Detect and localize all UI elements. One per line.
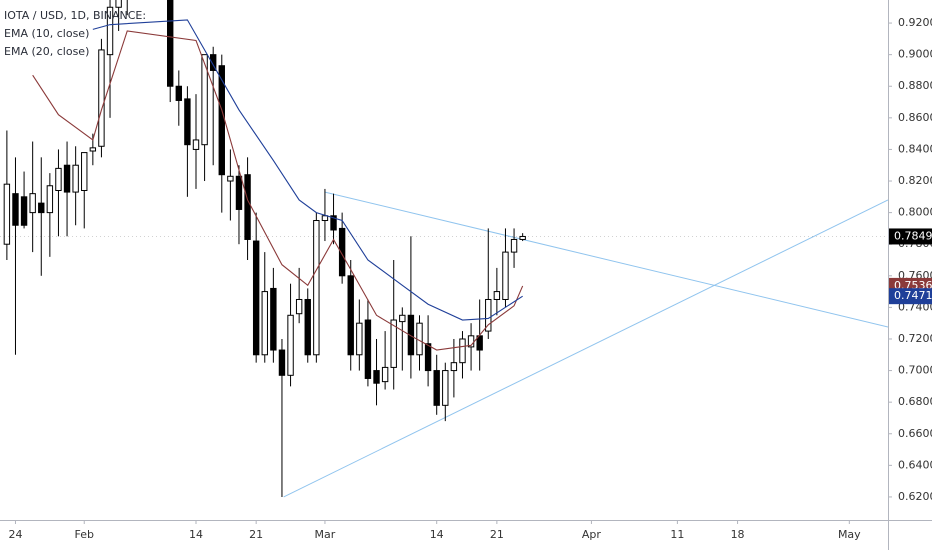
ema-line: [32, 30, 524, 351]
candle-body: [304, 298, 311, 356]
candle-body: [55, 167, 62, 191]
candle-body: [330, 215, 337, 231]
candle-body: [510, 238, 518, 253]
candle-body: [399, 314, 406, 323]
legend: IOTA / USD, 1D, BINANCE: EMA (10, close)…: [4, 9, 146, 58]
candle-body: [98, 49, 105, 147]
candle-body: [270, 287, 277, 351]
candle-body: [390, 319, 397, 368]
candle-body: [450, 362, 458, 372]
candle-body: [356, 322, 363, 356]
candle-body: [167, 0, 174, 87]
candle-body: [424, 343, 432, 372]
candle-body: [278, 349, 286, 376]
candle-body: [347, 275, 354, 356]
candle-body: [502, 251, 509, 300]
x-tick-label: 21: [249, 528, 263, 541]
candle-body: [29, 193, 36, 214]
candle-body: [338, 227, 346, 277]
candle-body: [46, 185, 54, 214]
candle-body: [244, 174, 251, 240]
candle-body: [81, 152, 88, 191]
candle-body: [192, 139, 200, 150]
candle-body: [313, 220, 320, 356]
x-tick-label: 14: [189, 528, 203, 541]
candle-body: [373, 370, 380, 384]
candle-body: [106, 6, 114, 56]
ema-line: [92, 19, 523, 321]
trend-line: [324, 191, 888, 328]
candle-body: [407, 314, 415, 356]
trend-line: [283, 199, 888, 498]
candle-body: [63, 164, 71, 193]
candle-body: [12, 193, 19, 226]
candle-body: [519, 235, 526, 240]
x-tick-label: Mar: [315, 528, 336, 541]
candle-body: [442, 370, 449, 406]
candle-body: [381, 366, 389, 383]
candle-body: [227, 175, 234, 182]
candle-body: [321, 215, 329, 222]
candle-body: [89, 147, 97, 152]
x-tick-label: 21: [490, 528, 504, 541]
plot-area: [0, 0, 888, 498]
candle-body: [115, 0, 122, 8]
candle-body: [72, 164, 79, 193]
x-tick-label: 14: [430, 528, 444, 541]
price-tag-label: 0.7849: [894, 229, 932, 242]
candle-body: [235, 175, 243, 210]
x-tick-label: 24: [8, 528, 22, 541]
price-tag-label: 0.7471: [894, 289, 932, 302]
candle-body: [38, 202, 45, 214]
candle-body: [201, 54, 208, 146]
candle-body: [295, 298, 303, 315]
candle-body: [209, 54, 217, 71]
candle-body: [252, 240, 260, 356]
candle-body: [287, 314, 294, 376]
candle-body: [433, 370, 440, 406]
indicator-label: EMA (20, close): [4, 45, 89, 58]
candle-body: [218, 65, 225, 176]
price-tag: [889, 228, 932, 245]
x-tick-label: May: [838, 528, 861, 541]
candle-body: [485, 298, 492, 332]
indicator-label: EMA (10, close): [4, 27, 89, 40]
price-tag: [889, 288, 932, 305]
candle-body: [493, 291, 501, 300]
candle-body: [364, 319, 372, 379]
x-tick-label: Feb: [75, 528, 94, 541]
symbol-title: IOTA / USD, 1D, BINANCE:: [4, 9, 146, 22]
candle-body: [20, 196, 28, 226]
candle-body: [261, 291, 268, 356]
candle-body: [459, 338, 466, 364]
candle-body: [175, 85, 183, 101]
candle-body: [184, 98, 191, 146]
x-tick-label: Apr: [582, 528, 602, 541]
x-tick-label: 11: [670, 528, 684, 541]
candle-body: [3, 183, 11, 245]
x-tick-label: 18: [731, 528, 745, 541]
y-tick-label: 0.9200: [898, 16, 932, 29]
